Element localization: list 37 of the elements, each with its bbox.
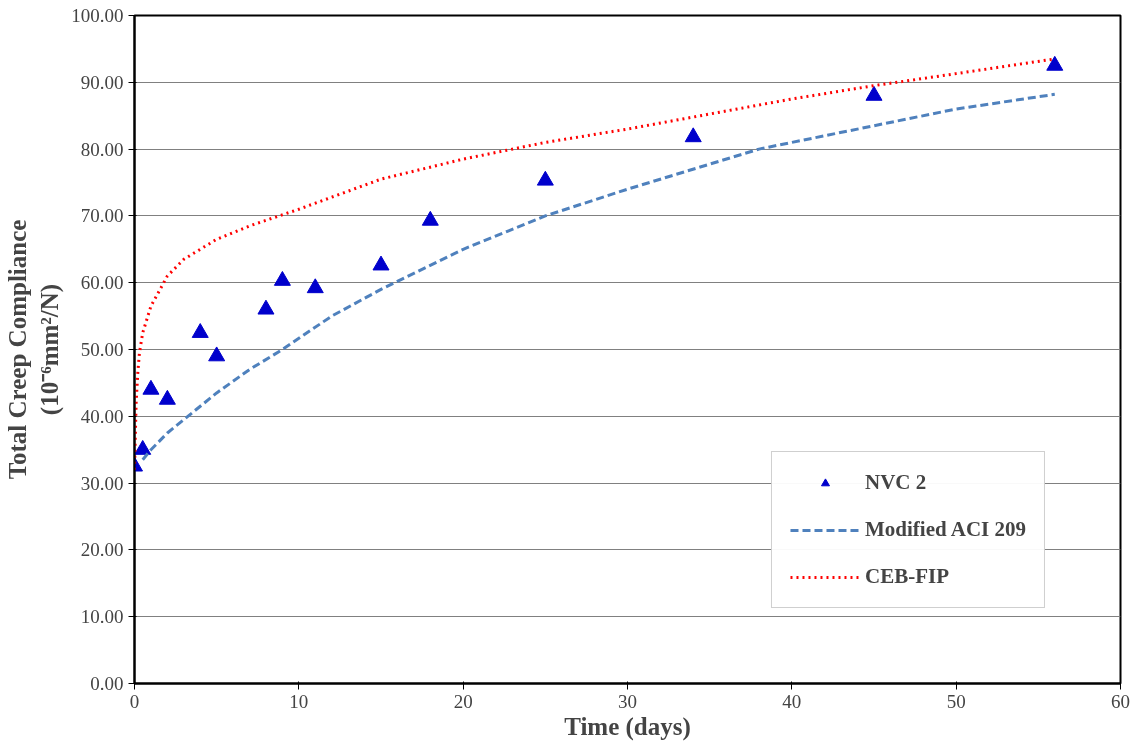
y-tick-label: 30.00: [80, 472, 124, 494]
legend-label: NVC 2: [864, 470, 927, 495]
y-axis-title: Total Creep Compliance (10⁻⁶mm²/N): [3, 219, 65, 480]
y-tick-label: 60.00: [80, 272, 124, 294]
x-tick-label: 60: [1111, 690, 1130, 712]
x-tick-label: 30: [618, 690, 637, 712]
y-tick-label: 20.00: [80, 539, 124, 561]
y-tick-label: 50.00: [80, 339, 124, 360]
y-tick-label: 0.00: [90, 673, 124, 694]
point: [208, 346, 226, 362]
point: [865, 85, 883, 101]
point: [536, 170, 554, 186]
x-tick-label: 50: [946, 690, 966, 712]
point: [273, 270, 291, 286]
x-tick-label: 10: [289, 690, 309, 712]
point: [306, 278, 324, 294]
point: [142, 379, 160, 395]
x-axis-title: Time (days): [564, 712, 691, 741]
y-tick-label: 100.00: [71, 5, 124, 26]
y-tick-label: 10.00: [80, 606, 124, 628]
point: [372, 255, 390, 271]
y-tick-label: 80.00: [80, 138, 124, 160]
legend-label: CEB-FIP: [864, 564, 949, 589]
point: [421, 210, 439, 226]
point: [134, 439, 152, 455]
y-tick-label: 70.00: [80, 205, 124, 227]
point: [158, 389, 176, 405]
point: [1046, 55, 1064, 71]
point: [257, 299, 275, 315]
point: [191, 323, 209, 338]
y-tick-label: 40.00: [80, 405, 124, 427]
x-tick-label: 40: [782, 690, 802, 712]
point: [684, 127, 702, 143]
y-tick-label: 90.00: [80, 71, 124, 93]
x-tick-label: 0: [129, 690, 140, 712]
x-tick-label: 20: [453, 690, 473, 712]
legend-label: Modified ACI 209: [864, 517, 1026, 542]
